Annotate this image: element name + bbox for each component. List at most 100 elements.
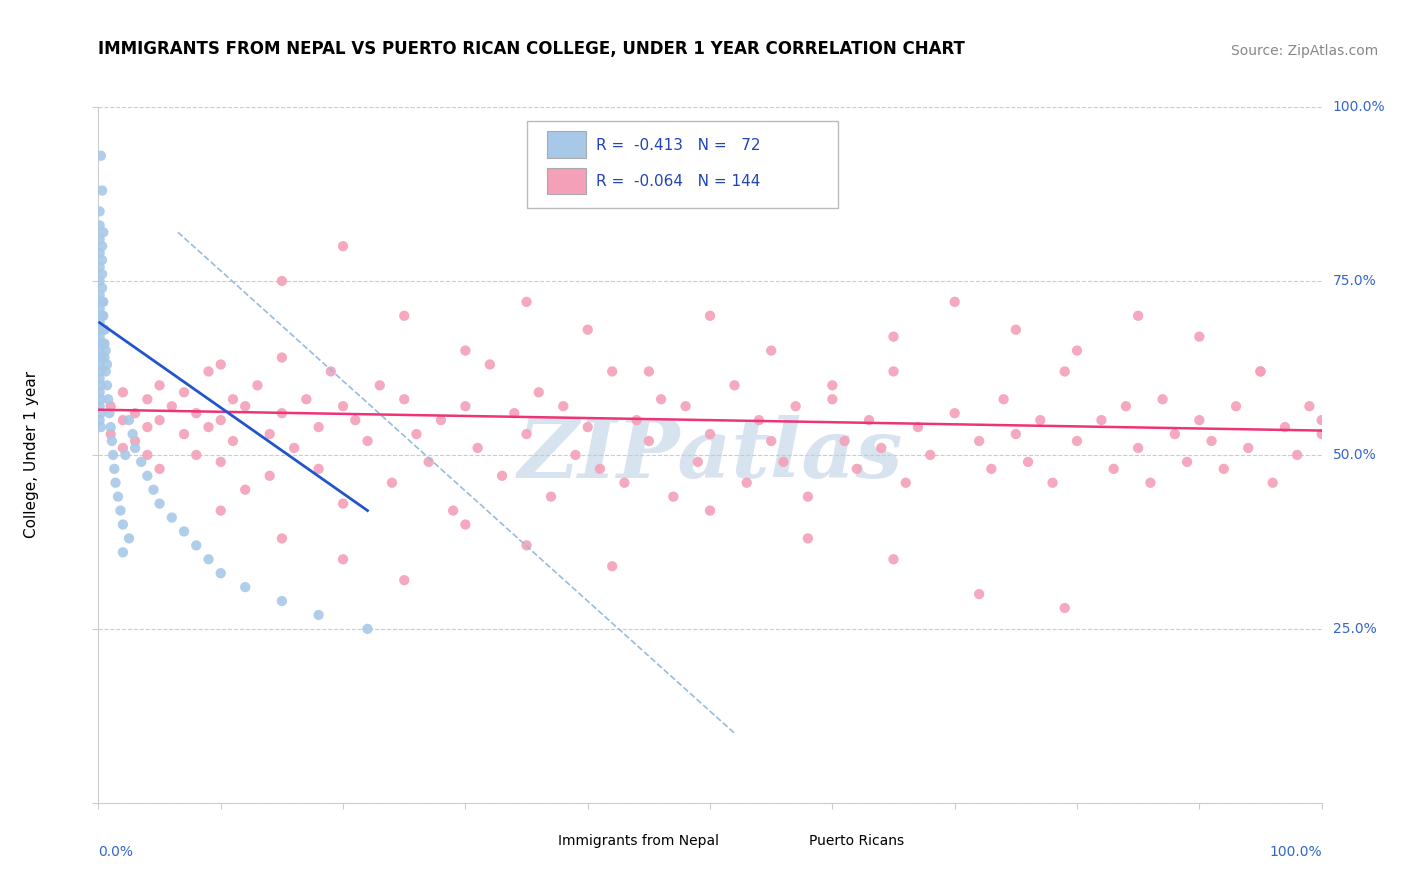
Point: [91, 309, 114, 323]
Point: [1201, 434, 1223, 448]
Point: [209, 503, 232, 517]
Point: [209, 413, 232, 427]
Point: [270, 351, 294, 365]
Point: [699, 503, 721, 517]
Point: [332, 552, 354, 566]
Point: [149, 413, 172, 427]
Point: [1237, 441, 1260, 455]
Point: [89, 329, 111, 343]
Point: [1139, 475, 1161, 490]
Point: [943, 294, 966, 309]
Text: 100.0%: 100.0%: [1270, 845, 1322, 858]
Point: [89, 204, 111, 219]
Point: [699, 309, 721, 323]
Point: [222, 434, 245, 448]
Point: [1066, 343, 1088, 358]
Point: [637, 364, 661, 378]
Point: [89, 413, 111, 427]
Text: College, Under 1 year: College, Under 1 year: [24, 371, 38, 539]
Point: [454, 343, 477, 358]
Point: [1090, 413, 1112, 427]
Point: [111, 441, 134, 455]
Point: [356, 434, 378, 448]
Point: [1042, 475, 1064, 490]
Point: [270, 532, 294, 546]
Point: [368, 378, 391, 392]
Point: [1310, 427, 1333, 442]
Point: [121, 427, 143, 442]
Point: [209, 358, 232, 372]
Point: [845, 462, 868, 476]
Point: [98, 406, 121, 420]
Point: [118, 413, 141, 427]
Point: [91, 267, 114, 281]
Point: [93, 351, 115, 365]
Point: [564, 448, 586, 462]
Point: [101, 434, 124, 448]
Point: [136, 448, 159, 462]
Point: [356, 622, 378, 636]
Point: [308, 420, 330, 434]
Point: [967, 434, 990, 448]
Point: [270, 406, 294, 420]
Point: [821, 378, 844, 392]
Point: [295, 392, 318, 407]
Point: [111, 385, 134, 400]
Point: [160, 510, 183, 524]
Point: [907, 420, 929, 434]
Point: [222, 392, 245, 407]
Point: [600, 364, 623, 378]
Point: [94, 364, 117, 378]
Point: [91, 323, 114, 337]
Point: [308, 462, 330, 476]
Point: [259, 468, 281, 483]
Point: [89, 371, 111, 385]
Point: [332, 399, 354, 413]
Point: [650, 392, 672, 407]
Point: [89, 219, 111, 233]
Point: [553, 399, 575, 413]
Point: [675, 399, 697, 413]
Text: Source: ZipAtlas.com: Source: ZipAtlas.com: [1230, 44, 1378, 58]
Text: IMMIGRANTS FROM NEPAL VS PUERTO RICAN COLLEGE, UNDER 1 YEAR CORRELATION CHART: IMMIGRANTS FROM NEPAL VS PUERTO RICAN CO…: [98, 40, 966, 58]
Point: [91, 253, 114, 268]
Point: [441, 503, 464, 517]
Point: [454, 399, 477, 413]
Text: 100.0%: 100.0%: [1333, 100, 1385, 114]
Point: [90, 149, 112, 163]
Point: [197, 552, 219, 566]
Point: [344, 413, 367, 427]
Text: Immigrants from Nepal: Immigrants from Nepal: [558, 834, 720, 848]
Point: [1053, 364, 1076, 378]
Point: [186, 406, 208, 420]
Point: [332, 239, 354, 253]
Point: [1115, 399, 1137, 413]
Point: [93, 323, 115, 337]
Point: [1175, 455, 1198, 469]
Point: [270, 274, 294, 288]
Point: [993, 392, 1015, 407]
Point: [111, 545, 134, 559]
Point: [101, 448, 124, 462]
Point: [392, 392, 416, 407]
Point: [613, 475, 636, 490]
Text: 0.0%: 0.0%: [98, 845, 134, 858]
Point: [197, 364, 219, 378]
Point: [467, 441, 489, 455]
Point: [1004, 427, 1026, 442]
Point: [142, 483, 165, 497]
Point: [626, 413, 648, 427]
Point: [894, 475, 917, 490]
Point: [1029, 413, 1052, 427]
Point: [883, 552, 905, 566]
Point: [821, 392, 844, 407]
Point: [761, 434, 783, 448]
Point: [332, 497, 354, 511]
Point: [662, 490, 685, 504]
Point: [104, 475, 127, 490]
Point: [1164, 427, 1187, 442]
Point: [209, 455, 232, 469]
Point: [160, 399, 183, 413]
Point: [319, 364, 342, 378]
Point: [96, 378, 118, 392]
